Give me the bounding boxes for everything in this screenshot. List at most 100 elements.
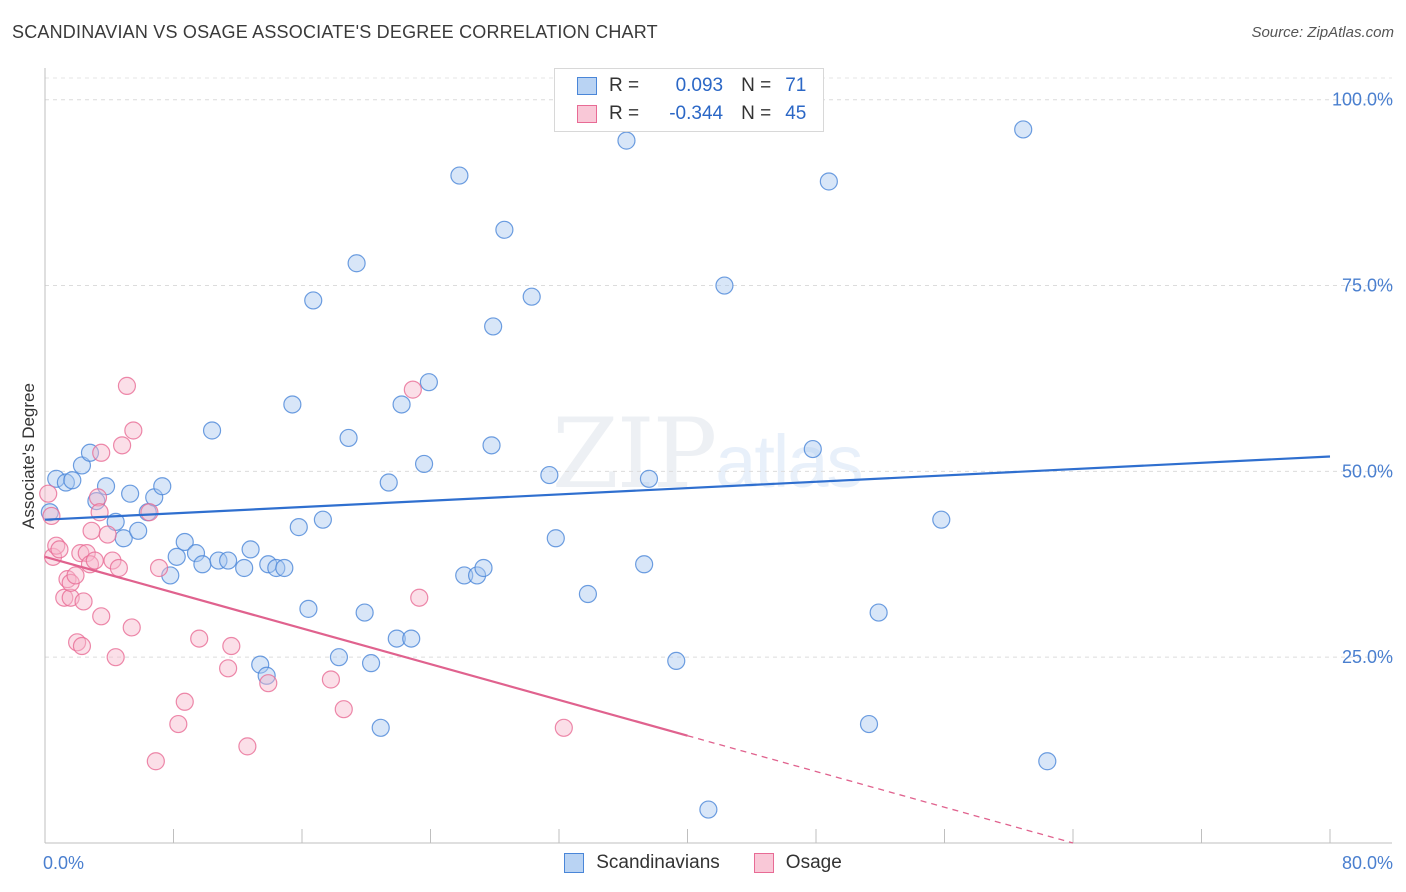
osage-point: [117, 376, 137, 395]
scandinavians-point: [129, 521, 148, 540]
legend-r-value: 0.093: [675, 75, 724, 96]
osage-point: [259, 674, 278, 693]
x-tick-label: 80.0%: [1342, 853, 1393, 873]
scandinavians-point: [819, 172, 838, 191]
legend-r-label: R =: [609, 75, 640, 96]
scandinavians-point: [47, 469, 66, 488]
scandinavians-point: [153, 477, 172, 496]
legend-swatch-blue: [564, 853, 585, 873]
scandinavians-point: [361, 654, 381, 673]
trend-lines: [44, 455, 1331, 844]
osage-point: [146, 752, 165, 771]
legend-n-value: 45: [785, 103, 807, 124]
osage-point: [74, 592, 93, 611]
scandinavians-point: [175, 532, 194, 552]
legend-item-scandinavians[interactable]: Scandinavians: [564, 852, 720, 874]
osage-point: [169, 714, 188, 734]
y-tick-label: 50.0%: [1342, 461, 1393, 481]
y-axis-label: Associate's Degree: [19, 383, 38, 529]
scandinavians-points: [40, 120, 1057, 819]
y-tick-label: 100.0%: [1332, 90, 1393, 110]
legend-swatch-pink: [753, 853, 774, 873]
scandinavians-point: [371, 718, 390, 737]
scandinavians-point: [379, 473, 398, 492]
scandinavians-point: [932, 510, 951, 529]
y-tick-label: 75.0%: [1342, 276, 1393, 296]
scandinavians-point: [219, 551, 238, 570]
osage-point: [72, 636, 92, 656]
osage-point: [112, 436, 132, 455]
scandinavians-point: [329, 648, 349, 667]
osage-point: [122, 618, 141, 637]
scandinavians-point: [299, 599, 318, 618]
osage-point: [98, 525, 117, 544]
legend-n-value: 71: [785, 75, 807, 96]
osage-point: [109, 558, 128, 578]
osage-point: [321, 670, 341, 689]
legend-swatch-blue: [577, 77, 597, 95]
scandinavians-point: [289, 518, 308, 537]
y-tick-label: 25.0%: [1342, 647, 1393, 667]
scandinavians-point: [495, 220, 514, 239]
osage-point: [124, 421, 143, 440]
scandinavians-point: [202, 421, 222, 440]
scandinavians-point: [339, 428, 358, 448]
legend-r-value: -0.344: [669, 103, 724, 124]
legend-item-osage[interactable]: Osage: [753, 852, 842, 874]
osage-point: [82, 521, 101, 540]
scandinavians-point: [803, 439, 822, 459]
scandinavians-point: [699, 800, 718, 819]
osage-point: [140, 503, 159, 522]
legend-label-scandinavians: Scandinavians: [596, 852, 720, 873]
chart-title: SCANDINAVIAN VS OSAGE ASSOCIATE'S DEGREE…: [12, 22, 658, 42]
scandinavians-point: [121, 484, 140, 503]
scandinavians-point: [455, 566, 474, 585]
osage-point: [222, 636, 241, 656]
tick-labels: 25.0% 50.0% 75.0% 100.0% 0.0% 80.0%: [43, 90, 1393, 873]
scandinavians-point: [63, 471, 82, 490]
legend-row-scandinavians: R = 0.093 N = 71: [577, 73, 806, 99]
scandinavians-point: [283, 395, 302, 414]
axes: [44, 68, 1392, 844]
scandinavians-point: [467, 566, 487, 585]
stats-legend: R = 0.093 N = 71 R = -0.344 N = 45: [554, 68, 824, 132]
scandinavians-point: [241, 540, 260, 559]
scandinavians-point: [402, 629, 421, 648]
scandinavians-trend-line: [44, 455, 1331, 521]
osage-trend-line: [44, 555, 688, 737]
scandinavians-point: [304, 291, 323, 310]
scandinavians-point: [639, 469, 659, 488]
scandinavians-point: [355, 603, 374, 622]
scandinavians-point: [419, 373, 438, 392]
scandinavians-point: [387, 629, 406, 648]
legend-label-osage: Osage: [785, 852, 842, 873]
scandinavians-point: [522, 287, 541, 306]
scandinavians-point: [275, 558, 294, 578]
watermark-atlas: atlas: [715, 420, 863, 503]
scandinavians-point: [667, 651, 686, 670]
scandinavians-point: [167, 547, 186, 566]
scandinavians-point: [474, 558, 493, 578]
chart-source: Source: ZipAtlas.com: [1251, 24, 1394, 41]
x-tick-label: 0.0%: [43, 853, 84, 873]
scandinavians-point: [578, 584, 598, 604]
scandinavians-point: [209, 551, 228, 570]
scandinavians-point: [235, 558, 254, 578]
scandinavians-point: [347, 254, 366, 273]
osage-point: [403, 380, 422, 399]
series-legend: Scandinavians Osage: [0, 852, 1406, 874]
scandinavians-point: [193, 555, 212, 574]
osage-point: [554, 718, 573, 737]
scandinavians-point: [414, 454, 434, 474]
scandinavians-point: [617, 131, 636, 150]
legend-n-label: N =: [741, 75, 772, 96]
osage-point: [103, 551, 122, 570]
legend-r-label: R =: [609, 103, 640, 124]
scandinavians-point: [546, 529, 565, 548]
legend-swatch-pink: [577, 105, 597, 123]
scandinavians-point: [392, 395, 411, 414]
osage-point: [238, 737, 257, 756]
osage-point: [85, 551, 104, 570]
osage-point: [50, 540, 69, 559]
